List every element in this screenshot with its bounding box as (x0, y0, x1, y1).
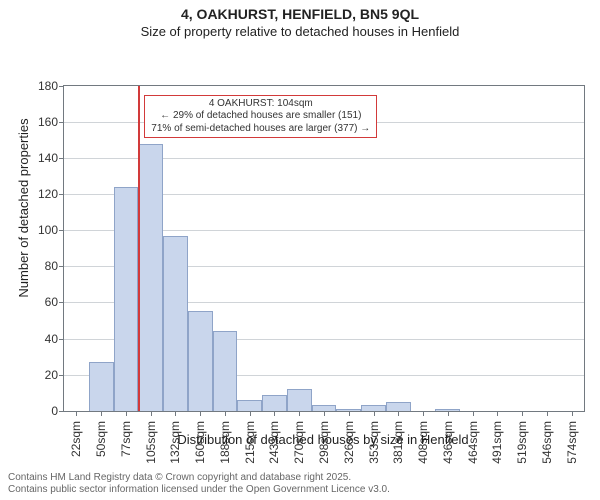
x-tick (398, 411, 399, 416)
x-tick (250, 411, 251, 416)
footer-line: Contains public sector information licen… (8, 484, 390, 496)
y-tick-label: 160 (38, 115, 64, 129)
x-tick (497, 411, 498, 416)
x-tick (349, 411, 350, 416)
annotation-box: 4 OAKHURST: 104sqm← 29% of detached hous… (144, 95, 377, 139)
x-tick (473, 411, 474, 416)
x-tick (175, 411, 176, 416)
x-tick (522, 411, 523, 416)
annotation-line: 71% of semi-detached houses are larger (… (151, 123, 370, 136)
attribution-footer: Contains HM Land Registry data © Crown c… (8, 472, 390, 496)
histogram-bar (89, 362, 114, 411)
histogram-bar (262, 395, 287, 411)
histogram-bar (114, 187, 139, 411)
x-tick (547, 411, 548, 416)
x-axis-title: Distribution of detached houses by size … (63, 432, 583, 447)
histogram-bar (213, 331, 238, 410)
x-tick (374, 411, 375, 416)
y-axis-title: Number of detached properties (16, 118, 31, 297)
property-marker-line (138, 86, 140, 411)
chart-title: 4, OAKHURST, HENFIELD, BN5 9QL (0, 6, 600, 24)
footer-line: Contains HM Land Registry data © Crown c… (8, 472, 390, 484)
title-block: 4, OAKHURST, HENFIELD, BN5 9QL Size of p… (0, 0, 600, 40)
y-tick-label: 180 (38, 79, 64, 93)
x-tick (200, 411, 201, 416)
x-tick (448, 411, 449, 416)
histogram-bar (287, 389, 312, 411)
y-tick-label: 20 (45, 368, 64, 382)
annotation-line: 4 OAKHURST: 104sqm (151, 98, 370, 111)
x-tick (225, 411, 226, 416)
x-tick (572, 411, 573, 416)
histogram-bar (138, 144, 163, 411)
y-tick-label: 140 (38, 151, 64, 165)
chart-subtitle: Size of property relative to detached ho… (0, 24, 600, 40)
x-tick (126, 411, 127, 416)
x-tick (151, 411, 152, 416)
histogram-bar (386, 402, 411, 411)
annotation-line: ← 29% of detached houses are smaller (15… (151, 110, 370, 123)
x-tick (101, 411, 102, 416)
histogram-bar (163, 236, 188, 411)
y-tick-label: 120 (38, 187, 64, 201)
y-tick-label: 40 (45, 332, 64, 346)
x-tick (423, 411, 424, 416)
histogram-bar (237, 400, 262, 411)
plot-area: 02040608010012014016018022sqm50sqm77sqm1… (63, 85, 585, 412)
x-tick (299, 411, 300, 416)
y-tick-label: 80 (45, 259, 64, 273)
chart-container: 4, OAKHURST, HENFIELD, BN5 9QL Size of p… (0, 0, 600, 500)
y-tick-label: 0 (51, 404, 64, 418)
y-tick-label: 100 (38, 223, 64, 237)
x-tick (76, 411, 77, 416)
x-tick (274, 411, 275, 416)
histogram-bar (188, 311, 213, 410)
x-tick (324, 411, 325, 416)
y-tick-label: 60 (45, 295, 64, 309)
